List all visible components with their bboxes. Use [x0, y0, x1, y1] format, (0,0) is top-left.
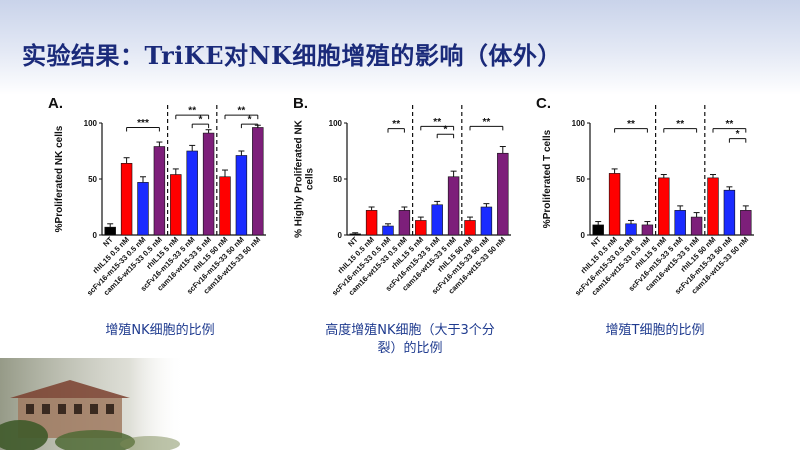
- bar: [104, 226, 116, 236]
- bar: [219, 176, 231, 236]
- y-tick-label: 0: [581, 231, 586, 240]
- panel-label: B.: [293, 95, 308, 112]
- bar: [431, 204, 443, 236]
- caption-b: 高度增殖NK细胞（大于3个分裂）的比例: [325, 323, 495, 356]
- bar: [592, 224, 604, 236]
- bar: [723, 189, 736, 236]
- bar: [707, 177, 719, 236]
- bar: [398, 210, 411, 236]
- bar: [235, 155, 248, 236]
- significance-label: **: [726, 119, 734, 130]
- panel-label: C.: [536, 95, 551, 112]
- y-tick-label: 50: [576, 175, 585, 184]
- bar: [365, 210, 378, 236]
- significance-label: **: [483, 117, 491, 128]
- y-tick-label: 0: [93, 231, 98, 240]
- significance-label: *: [736, 129, 740, 140]
- bar: [120, 163, 133, 236]
- chart-b: B.% Highly Proliferated NK cells050100NTr…: [293, 95, 511, 297]
- bar: [625, 223, 637, 236]
- y-tick-label: 100: [572, 119, 586, 128]
- y-axis-label: %Proliferated NK cells: [54, 125, 65, 232]
- significance-label: **: [392, 119, 400, 130]
- bar: [349, 233, 361, 236]
- bar: [186, 150, 198, 236]
- bar: [170, 174, 182, 236]
- y-tick-label: 50: [333, 175, 342, 184]
- bar: [415, 220, 427, 236]
- y-tick-label: 50: [88, 175, 97, 184]
- bar: [658, 177, 670, 236]
- bar: [202, 132, 215, 236]
- bar: [153, 146, 166, 236]
- bar: [608, 173, 621, 236]
- bar: [480, 206, 493, 236]
- significance-label: *: [248, 115, 252, 126]
- significance-label: **: [433, 117, 441, 128]
- bar: [447, 176, 460, 236]
- caption-a: 增殖NK细胞的比例: [105, 323, 215, 338]
- significance-label: **: [238, 106, 246, 117]
- panel-label: A.: [48, 95, 63, 112]
- bar: [464, 220, 476, 236]
- campus-building-image: [0, 358, 185, 450]
- y-tick-label: 100: [329, 119, 343, 128]
- y-axis-label: cells: [305, 167, 316, 190]
- bar: [740, 210, 752, 236]
- significance-label: **: [188, 106, 196, 117]
- y-axis-label: % Highly Proliferated NK: [294, 119, 305, 238]
- bar: [497, 152, 509, 236]
- caption-c: 增殖T细胞的比例: [605, 323, 705, 338]
- bar: [137, 182, 149, 236]
- significance-label: *: [198, 115, 202, 126]
- bar: [252, 127, 264, 236]
- chart-panel-a: A. %Proliferated NK cells 0 50 100 NT rhIL15 0…: [40, 92, 270, 307]
- bar: [674, 210, 686, 236]
- significance-label: ***: [137, 118, 149, 129]
- header-band: [0, 0, 800, 95]
- slide-title: 实验结果：TriKE对NK细胞增殖的影响（体外）: [22, 41, 562, 70]
- bar: [690, 216, 703, 236]
- bar: [382, 225, 394, 236]
- y-tick-label: 100: [84, 119, 98, 128]
- chart-panel-b: B.% Highly Proliferated NK cells 0 50 100 NT r…: [285, 92, 515, 307]
- y-tick-label: 0: [338, 231, 343, 240]
- chart-panel-c: C. %Proliferated T cells 0 50 100 NT rhIL15 0.…: [528, 92, 758, 307]
- significance-label: **: [676, 119, 684, 130]
- significance-label: *: [443, 125, 447, 136]
- significance-label: **: [627, 119, 635, 130]
- bar: [641, 224, 654, 236]
- y-axis-label: %Proliferated T cells: [542, 129, 553, 228]
